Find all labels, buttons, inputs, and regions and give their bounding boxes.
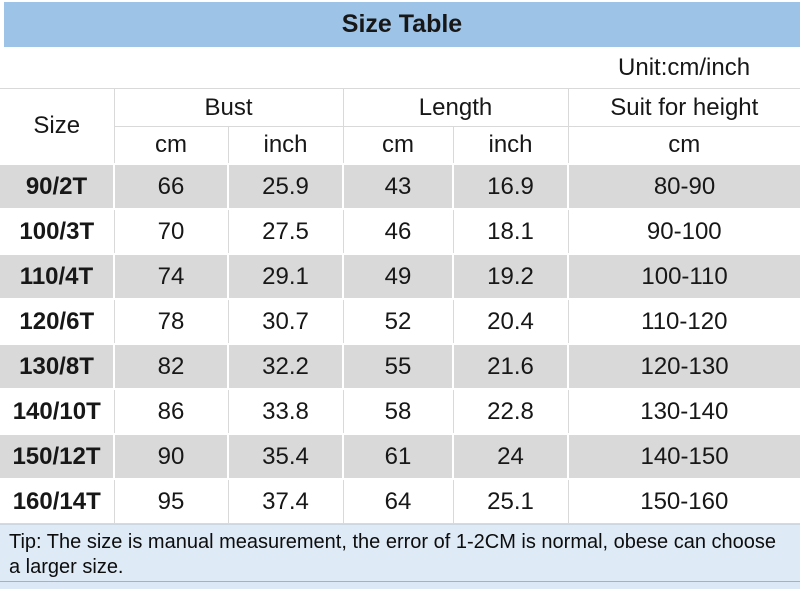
header-group-row: Size Bust Length Suit for height: [0, 88, 800, 165]
length-cm-value: 64: [342, 478, 454, 524]
length-cm-value: 49: [342, 253, 454, 300]
length-cm-value: 46: [342, 208, 454, 255]
table-row: 120/6T 78 30.7 52 20.4 110-120: [0, 298, 800, 345]
size-label: 110/4T: [0, 253, 115, 300]
bottom-divider: [0, 581, 800, 589]
table-row: 110/4T 74 29.1 49 19.2 100-110: [0, 253, 800, 300]
height-range-value: 90-100: [567, 208, 800, 255]
table-row: 100/3T 70 27.5 46 18.1 90-100: [0, 208, 800, 255]
size-label: 150/12T: [0, 433, 115, 480]
bust-inch-value: 33.8: [227, 388, 344, 435]
table-row: 130/8T 82 32.2 55 21.6 120-130: [0, 343, 800, 390]
bust-cm-value: 78: [113, 298, 229, 345]
length-cm-value: 55: [342, 343, 454, 390]
table-row: 90/2T 66 25.9 43 16.9 80-90: [0, 163, 800, 210]
size-label: 100/3T: [0, 208, 115, 255]
length-inch-value: 24: [452, 433, 569, 480]
length-inch-value: 22.8: [452, 388, 569, 435]
size-label: 90/2T: [0, 163, 115, 210]
bust-cm-value: 82: [113, 343, 229, 390]
bust-cm-value: 95: [113, 478, 229, 524]
length-inch-value: 25.1: [452, 478, 569, 524]
length-cm-value: 61: [342, 433, 454, 480]
unit-cell: Unit:cm/inch: [0, 47, 800, 89]
height-range-value: 120-130: [566, 343, 800, 390]
length-inch-value: 18.1: [452, 208, 569, 255]
size-label: 130/8T: [0, 343, 115, 390]
header-length: Length: [342, 88, 569, 127]
bust-cm-value: 90: [113, 433, 229, 480]
bust-cm-value: 74: [113, 253, 229, 300]
bust-cm-value: 86: [113, 388, 229, 435]
header-bust: Bust: [113, 88, 344, 127]
height-range-value: 110-120: [567, 298, 800, 345]
bust-inch-value: 30.7: [227, 298, 344, 345]
height-range-value: 80-90: [566, 163, 800, 210]
bust-inch-value: 27.5: [227, 208, 344, 255]
length-inch-value: 16.9: [452, 163, 569, 210]
header-suit-for-height: Suit for height: [567, 88, 800, 127]
bust-cm-value: 66: [113, 163, 229, 210]
size-table-title: Size Table: [4, 2, 800, 47]
header-suit-cm: cm: [567, 126, 800, 165]
table-row: 160/14T 95 37.4 64 25.1 150-160: [0, 478, 800, 524]
size-label: 160/14T: [0, 478, 115, 524]
bust-inch-value: 25.9: [227, 163, 344, 210]
height-range-value: 100-110: [566, 253, 800, 300]
size-label: 140/10T: [0, 388, 115, 435]
measurement-tip: Tip: The size is manual measurement, the…: [0, 524, 800, 581]
height-range-value: 150-160: [567, 478, 800, 524]
size-table: Unit:cm/inch Size Bust Length Suit for h…: [0, 47, 800, 524]
length-cm-value: 43: [342, 163, 454, 210]
header-length-inch: inch: [452, 126, 569, 165]
header-bust-inch: inch: [227, 126, 344, 165]
bust-inch-value: 37.4: [227, 478, 344, 524]
unit-label: Unit:cm/inch: [618, 53, 751, 81]
size-label: 120/6T: [0, 298, 115, 345]
header-length-cm: cm: [342, 126, 454, 165]
length-cm-value: 52: [342, 298, 454, 345]
bust-cm-value: 70: [113, 208, 229, 255]
bust-inch-value: 29.1: [227, 253, 344, 300]
length-cm-value: 58: [342, 388, 454, 435]
height-range-value: 130-140: [567, 388, 800, 435]
table-row: 150/12T 90 35.4 61 24 140-150: [0, 433, 800, 480]
bust-inch-value: 32.2: [227, 343, 344, 390]
length-inch-value: 19.2: [452, 253, 569, 300]
unit-row: Unit:cm/inch: [0, 47, 800, 89]
height-range-value: 140-150: [566, 433, 800, 480]
header-bust-cm: cm: [114, 126, 229, 165]
header-size: Size: [0, 88, 115, 165]
length-inch-value: 21.6: [452, 343, 569, 390]
bust-inch-value: 35.4: [227, 433, 344, 480]
table-row: 140/10T 86 33.8 58 22.8 130-140: [0, 388, 800, 435]
header-unit-row: cm inch cm inch cm: [0, 126, 800, 165]
length-inch-value: 20.4: [452, 298, 569, 345]
